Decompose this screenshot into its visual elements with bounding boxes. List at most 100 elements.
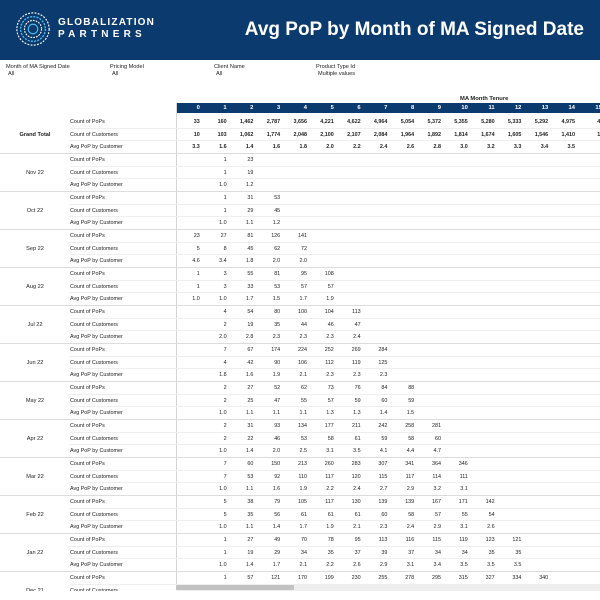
table-cell[interactable]: 2 <box>223 435 227 442</box>
table-cell[interactable]: 33 <box>247 283 254 290</box>
table-cell[interactable]: 3.3 <box>192 144 200 151</box>
table-cell[interactable]: 33 <box>193 119 200 125</box>
table-cell[interactable]: 1.5 <box>272 296 281 303</box>
table-cell[interactable]: 2.0 <box>272 448 281 455</box>
table-cell[interactable]: 1.8 <box>219 372 227 379</box>
crosstab-table[interactable]: Grand Total Count of PoPs 33 160 1,462 2,787 3… <box>0 116 600 591</box>
table-cell[interactable]: 60 <box>434 435 441 442</box>
table-cell[interactable]: 4.4 <box>406 448 415 455</box>
table-cell[interactable]: 1,674 <box>481 131 495 138</box>
table-cell[interactable]: 1.1 <box>272 410 281 417</box>
table-cell[interactable]: 141 <box>297 233 307 239</box>
table-cell[interactable]: 2.0 <box>326 144 334 151</box>
table-cell[interactable]: 5 <box>223 499 227 505</box>
month-label[interactable]: Jun 22 <box>26 360 44 366</box>
table-cell[interactable]: 113 <box>378 537 388 543</box>
month-label[interactable]: Dec 21 <box>26 588 44 591</box>
table-cell[interactable]: 35 <box>515 549 522 556</box>
table-cell[interactable]: 117 <box>325 473 334 480</box>
table-cell[interactable]: 1.7 <box>272 562 281 569</box>
table-cell[interactable]: 42 <box>247 359 254 366</box>
table-cell[interactable]: 72 <box>300 245 307 252</box>
filter-value[interactable]: All <box>8 71 15 77</box>
table-cell[interactable]: 88 <box>408 385 415 391</box>
table-cell[interactable]: 2.4 <box>353 486 361 493</box>
table-cell[interactable]: 110 <box>298 473 307 480</box>
table-cell[interactable]: 1.4 <box>245 562 254 569</box>
table-cell[interactable]: 2.3 <box>299 334 307 341</box>
table-cell[interactable]: 58 <box>408 511 415 518</box>
table-cell[interactable]: 278 <box>405 575 415 581</box>
table-cell[interactable]: 1.6 <box>245 372 254 379</box>
table-cell[interactable]: 1.0 <box>219 448 227 455</box>
table-cell[interactable]: 327 <box>485 575 495 581</box>
table-cell[interactable]: 119 <box>352 359 361 366</box>
table-cell[interactable]: 170 <box>297 575 307 581</box>
table-cell[interactable]: 281 <box>431 423 441 429</box>
table-cell[interactable]: 134 <box>297 423 307 429</box>
table-cell[interactable]: 2.4 <box>406 524 415 531</box>
table-cell[interactable]: 1,964 <box>400 131 415 138</box>
table-cell[interactable]: 1.1 <box>245 410 254 417</box>
table-cell[interactable]: 53 <box>247 473 254 480</box>
table-cell[interactable]: 2,084 <box>373 131 388 138</box>
table-cell[interactable]: 1.9 <box>326 524 334 531</box>
table-cell[interactable]: 1.2 <box>272 220 281 227</box>
table-cell[interactable]: 115 <box>378 473 388 480</box>
filter-value[interactable]: All <box>112 71 119 77</box>
table-cell[interactable]: 100 <box>297 309 307 315</box>
table-cell[interactable]: 2.1 <box>353 524 361 531</box>
table-cell[interactable]: 139 <box>378 499 388 505</box>
table-cell[interactable]: 113 <box>352 309 361 315</box>
table-cell[interactable]: 1,462 <box>239 119 254 125</box>
table-cell[interactable]: 3.4 <box>219 258 227 265</box>
table-cell[interactable]: 126 <box>271 233 281 239</box>
scrollbar-thumb[interactable] <box>176 585 294 590</box>
table-cell[interactable]: 1.8 <box>299 144 307 151</box>
table-cell[interactable]: 1,546 <box>534 131 549 138</box>
table-cell[interactable]: 2.9 <box>406 486 415 493</box>
table-cell[interactable]: 1,062 <box>239 131 254 138</box>
table-cell[interactable]: 59 <box>354 397 361 404</box>
table-cell[interactable]: 5,054 <box>400 119 415 125</box>
table-cell[interactable]: 2,787 <box>266 119 281 125</box>
table-cell[interactable]: 1.9 <box>326 296 334 303</box>
table-cell[interactable]: 5,292 <box>534 119 549 125</box>
column-header[interactable]: 6 <box>357 105 361 111</box>
table-cell[interactable]: 1 <box>223 195 227 201</box>
table-cell[interactable]: 2 <box>223 321 227 328</box>
table-cell[interactable]: 2 <box>223 397 227 404</box>
table-cell[interactable]: 252 <box>324 347 334 353</box>
table-cell[interactable]: 1,410 <box>561 131 575 138</box>
table-cell[interactable]: 1.4 <box>245 144 254 151</box>
table-cell[interactable]: 1.1 <box>245 220 254 227</box>
table-cell[interactable]: 3.4 <box>540 144 549 151</box>
table-cell[interactable]: 19 <box>247 169 254 176</box>
table-cell[interactable]: 46 <box>274 435 281 442</box>
table-cell[interactable]: 76 <box>354 385 361 391</box>
table-cell[interactable]: 1,605 <box>507 131 522 138</box>
table-cell[interactable]: 31 <box>247 195 254 201</box>
table-cell[interactable]: 46 <box>327 321 334 328</box>
table-cell[interactable]: 121 <box>512 537 522 543</box>
table-cell[interactable]: 1.4 <box>245 448 254 455</box>
table-cell[interactable]: 3.0 <box>460 144 468 151</box>
table-cell[interactable]: 53 <box>300 435 307 442</box>
table-cell[interactable]: 57 <box>434 511 441 518</box>
table-cell[interactable]: 2.9 <box>379 562 388 569</box>
table-cell[interactable]: 125 <box>378 359 388 366</box>
table-cell[interactable]: 150 <box>271 461 281 467</box>
table-cell[interactable]: 54 <box>247 309 254 315</box>
column-header[interactable]: 14 <box>568 105 575 111</box>
table-cell[interactable]: 121 <box>271 575 281 581</box>
table-cell[interactable]: 160 <box>217 119 227 125</box>
table-cell[interactable]: 1.4 <box>379 410 388 417</box>
table-cell[interactable]: 57 <box>327 397 334 404</box>
table-cell[interactable]: 57 <box>300 283 307 290</box>
table-cell[interactable]: 2.0 <box>219 334 227 341</box>
horizontal-scrollbar[interactable] <box>176 584 600 591</box>
table-cell[interactable]: 23 <box>247 157 254 163</box>
table-cell[interactable]: 1.9 <box>299 486 307 493</box>
filter-month-signed[interactable]: Month of MA Signed Date All <box>6 64 70 78</box>
table-cell[interactable]: 230 <box>351 575 361 581</box>
